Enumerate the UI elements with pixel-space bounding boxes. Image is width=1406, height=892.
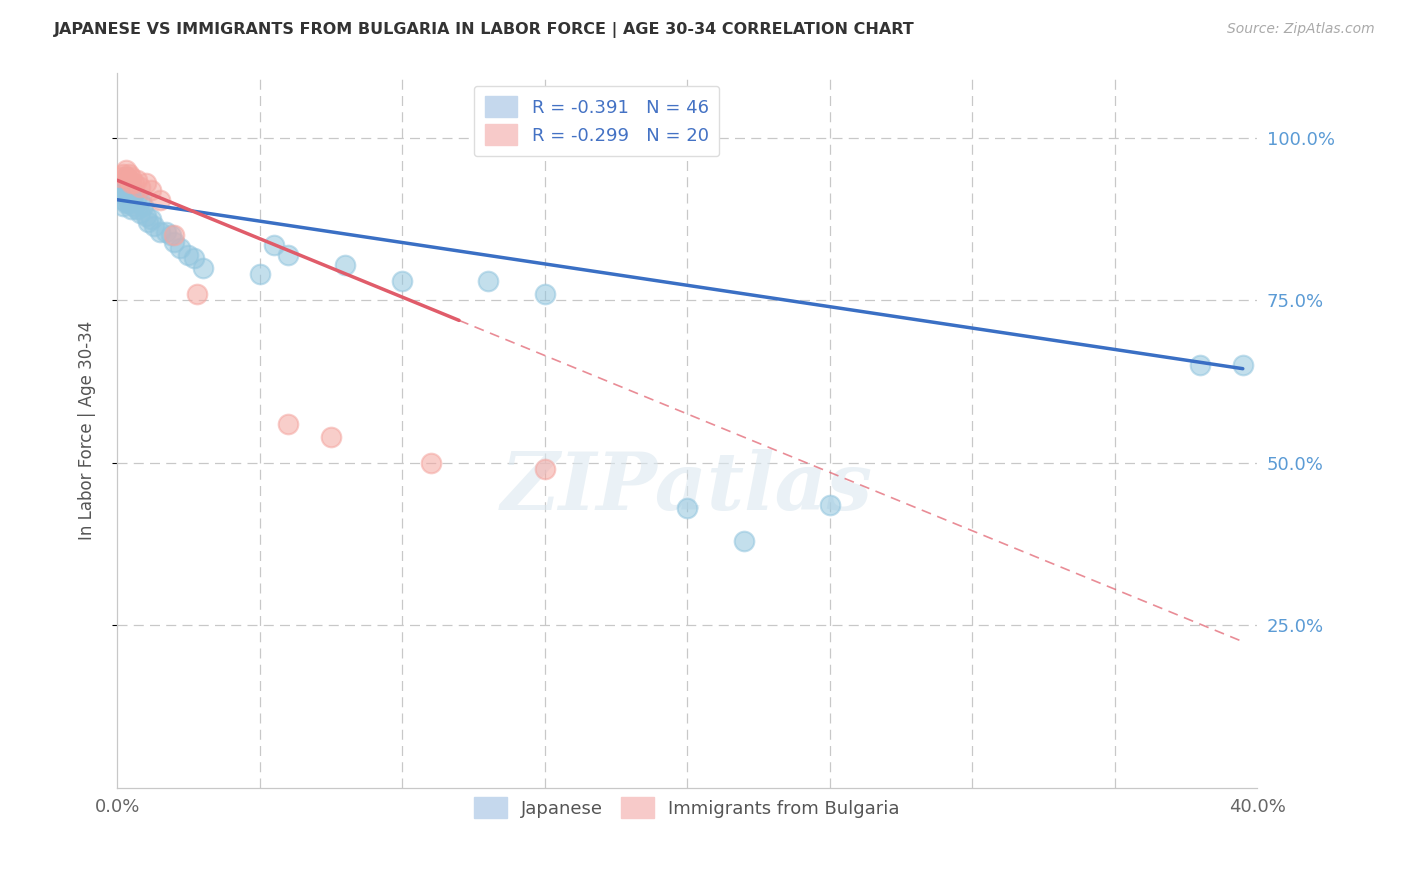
Point xyxy=(129,179,152,194)
Point xyxy=(149,225,172,239)
Point xyxy=(186,287,208,301)
Point xyxy=(1232,359,1254,373)
Point xyxy=(319,430,342,444)
Point xyxy=(733,533,755,548)
Point xyxy=(120,202,142,217)
Point xyxy=(122,186,145,201)
Point xyxy=(138,215,160,229)
Point xyxy=(114,169,136,184)
Point xyxy=(191,260,214,275)
Point xyxy=(117,186,139,201)
Point xyxy=(125,173,148,187)
Point xyxy=(155,225,177,239)
Point xyxy=(111,167,134,181)
Point xyxy=(122,199,145,213)
Point xyxy=(135,177,157,191)
Point xyxy=(676,501,699,516)
Point xyxy=(135,209,157,223)
Point xyxy=(120,183,142,197)
Point xyxy=(477,274,499,288)
Point xyxy=(391,274,413,288)
Point xyxy=(818,498,841,512)
Point xyxy=(163,228,186,243)
Point xyxy=(122,177,145,191)
Point xyxy=(169,242,191,256)
Point xyxy=(141,183,163,197)
Point xyxy=(1189,359,1212,373)
Point xyxy=(111,193,134,207)
Point xyxy=(117,196,139,211)
Text: Source: ZipAtlas.com: Source: ZipAtlas.com xyxy=(1227,22,1375,37)
Point xyxy=(263,238,285,252)
Point xyxy=(277,248,299,262)
Point xyxy=(117,167,139,181)
Point xyxy=(125,189,148,203)
Point xyxy=(160,228,183,243)
Point xyxy=(117,173,139,187)
Point xyxy=(419,456,441,470)
Point xyxy=(177,248,200,262)
Point xyxy=(120,193,142,207)
Point xyxy=(163,235,186,249)
Text: JAPANESE VS IMMIGRANTS FROM BULGARIA IN LABOR FORCE | AGE 30-34 CORRELATION CHAR: JAPANESE VS IMMIGRANTS FROM BULGARIA IN … xyxy=(53,22,914,38)
Point xyxy=(114,163,136,178)
Point xyxy=(129,205,152,219)
Point xyxy=(111,199,134,213)
Point xyxy=(114,177,136,191)
Point xyxy=(117,173,139,187)
Point xyxy=(149,193,172,207)
Text: ZIPatlas: ZIPatlas xyxy=(501,449,873,526)
Point xyxy=(533,462,555,476)
Point xyxy=(129,193,152,207)
Point xyxy=(533,287,555,301)
Point xyxy=(277,417,299,431)
Point xyxy=(111,179,134,194)
Point xyxy=(108,186,131,201)
Point xyxy=(114,183,136,197)
Point xyxy=(108,177,131,191)
Point xyxy=(125,202,148,217)
Point xyxy=(108,169,131,184)
Point xyxy=(143,219,166,233)
Point xyxy=(120,169,142,184)
Point xyxy=(249,268,271,282)
Legend: Japanese, Immigrants from Bulgaria: Japanese, Immigrants from Bulgaria xyxy=(467,790,907,825)
Point xyxy=(333,258,356,272)
Point xyxy=(141,212,163,227)
Point xyxy=(132,199,155,213)
Y-axis label: In Labor Force | Age 30-34: In Labor Force | Age 30-34 xyxy=(79,321,96,540)
Point xyxy=(114,196,136,211)
Point xyxy=(120,177,142,191)
Point xyxy=(114,169,136,184)
Point xyxy=(183,251,205,265)
